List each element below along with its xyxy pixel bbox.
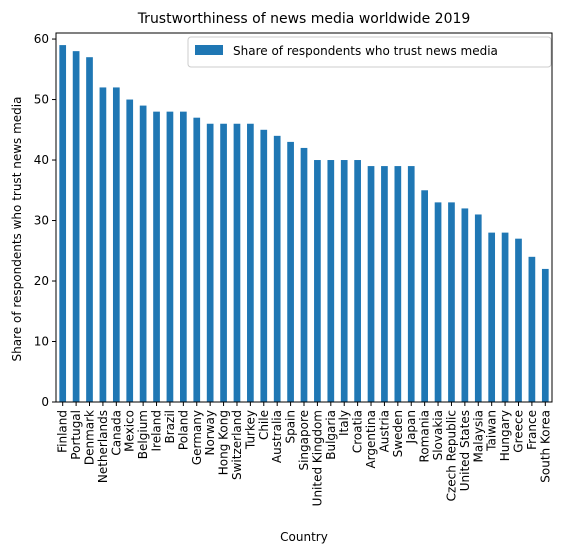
- bar-chile: [260, 129, 268, 403]
- y-axis-title: Share of respondents who trust news medi…: [10, 97, 24, 362]
- bar-austria: [381, 166, 388, 402]
- bar-mexico: [126, 99, 134, 402]
- x-tick-label: Norway: [203, 410, 217, 456]
- bar-germany: [193, 117, 201, 402]
- bar-brazil: [166, 111, 174, 402]
- x-tick-label: South Korea: [538, 410, 552, 483]
- bar-poland: [180, 111, 187, 402]
- bar-netherlands: [99, 87, 107, 402]
- bar-greece: [515, 238, 522, 402]
- y-tick-label: 50: [34, 93, 49, 107]
- bar-singapore: [300, 147, 308, 402]
- x-tick-label: Romania: [418, 410, 432, 462]
- y-tick-label: 40: [34, 153, 49, 167]
- bar-slovakia: [434, 202, 442, 402]
- bar-finland: [59, 45, 67, 402]
- x-tick-label: Switzerland: [230, 410, 244, 480]
- x-tick-label: Belgium: [136, 410, 150, 459]
- x-tick-label: Italy: [337, 410, 351, 436]
- x-tick-label: United States: [458, 410, 472, 491]
- bar-australia: [273, 135, 281, 402]
- x-tick-label: Austria: [377, 410, 391, 452]
- y-tick-label: 30: [34, 214, 49, 228]
- y-tick-label: 20: [34, 274, 49, 288]
- y-tick-label: 10: [34, 335, 49, 349]
- bar-turkey: [247, 123, 254, 403]
- x-tick-label: Portugal: [69, 410, 83, 460]
- x-tick-label: Hong Kong: [217, 410, 231, 475]
- bar-italy: [340, 160, 348, 402]
- legend-swatch: [195, 45, 223, 55]
- y-tick-label: 0: [41, 395, 49, 409]
- x-tick-label: Argentina: [364, 410, 378, 469]
- bar-sweden: [394, 166, 402, 402]
- bar-ireland: [153, 111, 160, 402]
- chart-title: Trustworthiness of news media worldwide …: [137, 11, 471, 27]
- x-tick-label: Sweden: [391, 410, 405, 457]
- x-axis-title: Country: [280, 530, 328, 544]
- x-tick-label: Czech Republic: [444, 410, 458, 501]
- x-tick-label: Denmark: [83, 410, 97, 465]
- x-tick-label: Brazil: [163, 410, 177, 444]
- x-tick-label: Taiwan: [485, 410, 499, 452]
- x-tick-label: Hungary: [498, 410, 512, 461]
- bar-japan: [407, 166, 415, 402]
- plot-area: [59, 45, 549, 403]
- x-tick-label: Chile: [257, 410, 271, 440]
- x-tick-label: Netherlands: [96, 410, 110, 483]
- bar-bulgaria: [327, 160, 335, 402]
- bar-taiwan: [488, 232, 496, 402]
- x-tick-label: Japan: [404, 410, 418, 444]
- bar-czech-republic: [448, 202, 455, 402]
- x-tick-label: France: [525, 410, 539, 450]
- bar-norway: [206, 123, 214, 403]
- x-tick-label: Slovakia: [431, 410, 445, 460]
- x-axis: Finland Portugal Denmark Netherlands Canada M…: [56, 402, 552, 506]
- bar-france: [528, 256, 536, 402]
- plot-frame: [55, 32, 553, 403]
- bar-denmark: [86, 57, 93, 402]
- x-tick-label: United Kingdom: [310, 410, 324, 506]
- bar-malaysia: [474, 214, 482, 402]
- legend-box: [187, 36, 552, 68]
- bar-south-korea: [541, 268, 549, 402]
- x-tick-label: Greece: [511, 410, 525, 453]
- x-tick-label: Bulgaria: [324, 410, 338, 460]
- legend-label: Share of respondents who trust news medi…: [233, 44, 498, 58]
- x-tick-label: Finland: [56, 410, 70, 453]
- bar-romania: [421, 190, 428, 402]
- x-tick-label: Canada: [109, 410, 123, 456]
- x-tick-label: Ireland: [150, 410, 164, 452]
- bar-croatia: [354, 160, 361, 402]
- bar-portugal: [72, 51, 80, 403]
- y-tick-label: 60: [34, 32, 49, 46]
- bar-spain: [287, 141, 294, 402]
- bar-canada: [112, 87, 120, 402]
- x-tick-label: Australia: [270, 410, 284, 463]
- bar-argentina: [367, 166, 375, 402]
- x-tick-label: Turkey: [243, 410, 257, 450]
- bar-switzerland: [233, 123, 241, 403]
- bar-belgium: [139, 105, 147, 402]
- x-tick-label: Malaysia: [471, 410, 485, 462]
- bar-united-states: [461, 208, 469, 402]
- legend: Share of respondents who trust news medi…: [187, 36, 552, 68]
- x-tick-label: Poland: [176, 410, 190, 450]
- x-tick-label: Spain: [284, 410, 298, 444]
- x-tick-label: Singapore: [297, 410, 311, 471]
- bar-hong-kong: [220, 123, 227, 403]
- bar-united-kingdom: [314, 160, 321, 402]
- x-tick-label: Croatia: [351, 410, 365, 453]
- x-tick-label: Mexico: [123, 410, 137, 452]
- y-axis: 0 10 20 30 40 50 60: [34, 32, 56, 409]
- x-tick-label: Germany: [190, 410, 204, 465]
- bar-hungary: [501, 232, 509, 402]
